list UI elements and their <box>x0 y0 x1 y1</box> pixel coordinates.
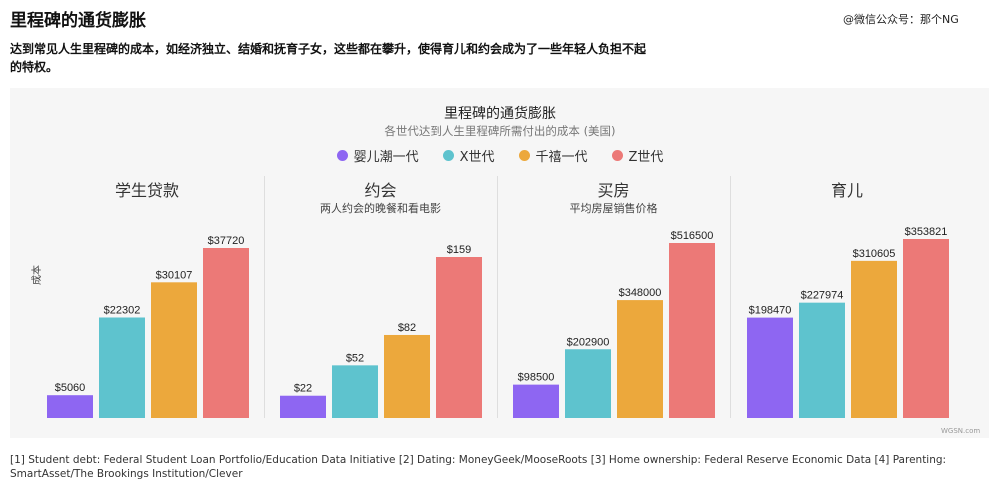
category-title-housing: 买房 <box>597 181 630 200</box>
bar <box>332 365 378 418</box>
bar-value-label: $198470 <box>749 305 792 317</box>
bar <box>747 317 793 418</box>
legend-label: 婴儿潮一代 <box>353 150 419 165</box>
watermark: @微信公众号：那个NG <box>843 13 959 26</box>
bar <box>436 257 482 418</box>
chart-subtitle: 各世代达到人生里程碑所需付出的成本 (美国) <box>384 124 616 138</box>
bar <box>565 349 611 418</box>
source-footnote: [1] Student debt: Federal Student Loan P… <box>10 454 947 480</box>
legend-item: Z世代 <box>611 146 664 165</box>
bar <box>203 248 249 418</box>
legend-label: 千禧一代 <box>535 150 588 165</box>
bar-value-label: $202900 <box>567 336 610 348</box>
panel-divider <box>497 176 498 418</box>
legend-swatch <box>518 150 530 161</box>
bar-value-label: $30107 <box>156 269 193 281</box>
category-subtitle-dating: 两人约会的晚餐和看电影 <box>320 202 441 215</box>
bar-value-label: $22 <box>294 383 312 395</box>
bar <box>151 282 197 418</box>
legend-swatch <box>336 150 348 161</box>
chart-title: 里程碑的通货膨胀 <box>444 106 556 122</box>
bar <box>47 395 93 418</box>
bar-value-label: $516500 <box>671 230 714 242</box>
bar-value-label: $353821 <box>905 226 948 238</box>
credit-wgsn: WGSN.com <box>941 427 981 435</box>
bar <box>617 300 663 418</box>
bar <box>99 317 145 418</box>
bar-value-label: $348000 <box>619 287 662 299</box>
category-title-parenting: 育儿 <box>830 181 863 200</box>
bar-value-label: $5060 <box>55 382 86 394</box>
legend-item: 婴儿潮一代 <box>336 146 419 165</box>
category-title-student-loans: 学生贷款 <box>114 181 179 200</box>
bar-value-label: $227974 <box>801 290 844 302</box>
legend-swatch <box>442 150 454 161</box>
panel-divider <box>264 176 265 418</box>
bar-value-label: $22302 <box>104 304 141 316</box>
bar <box>851 260 897 418</box>
bar <box>280 395 326 418</box>
legend-item: X世代 <box>442 146 495 165</box>
legend-item: 千禧一代 <box>518 146 588 165</box>
bar <box>669 243 715 418</box>
panel-divider <box>730 176 731 418</box>
bar-value-label: $98500 <box>518 372 555 384</box>
bar-value-label: $37720 <box>208 235 245 247</box>
legend-label: Z世代 <box>628 150 664 165</box>
page-title: 里程碑的通货膨胀 <box>10 11 146 31</box>
category-subtitle-housing: 平均房屋销售价格 <box>569 202 658 215</box>
bar-value-label: $82 <box>398 322 416 334</box>
bar <box>384 334 430 418</box>
bar-value-label: $159 <box>447 244 471 256</box>
bar-value-label: $310605 <box>853 248 896 260</box>
legend-label: X世代 <box>459 150 495 165</box>
bar-value-label: $52 <box>346 352 364 364</box>
bar <box>513 384 559 418</box>
bar <box>799 302 845 418</box>
chart-legend: 婴儿潮一代 X世代 千禧一代 Z世代 <box>0 146 1000 165</box>
legend-swatch <box>611 150 623 161</box>
category-title-dating: 约会 <box>364 181 397 200</box>
bar <box>903 239 949 418</box>
page-subtitle: 达到常见人生里程碑的成本，如经济独立、结婚和抚育子女，这些都在攀升，使得育儿和约… <box>10 42 647 74</box>
